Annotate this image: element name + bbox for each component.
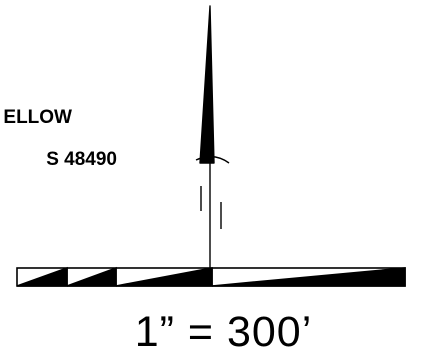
owner-label-line-2: S 48490 — [46, 149, 117, 170]
north-arrow — [195, 5, 230, 268]
scale-ratio-label: 1” = 300’ — [134, 308, 313, 356]
owner-label-line-1: ELLOW — [3, 107, 72, 128]
graphic-scale-bar — [16, 266, 406, 287]
scale-bar-segment-4 — [211, 267, 406, 287]
north-arrow-arc — [195, 155, 230, 164]
north-arrow-pointer — [199, 5, 215, 164]
